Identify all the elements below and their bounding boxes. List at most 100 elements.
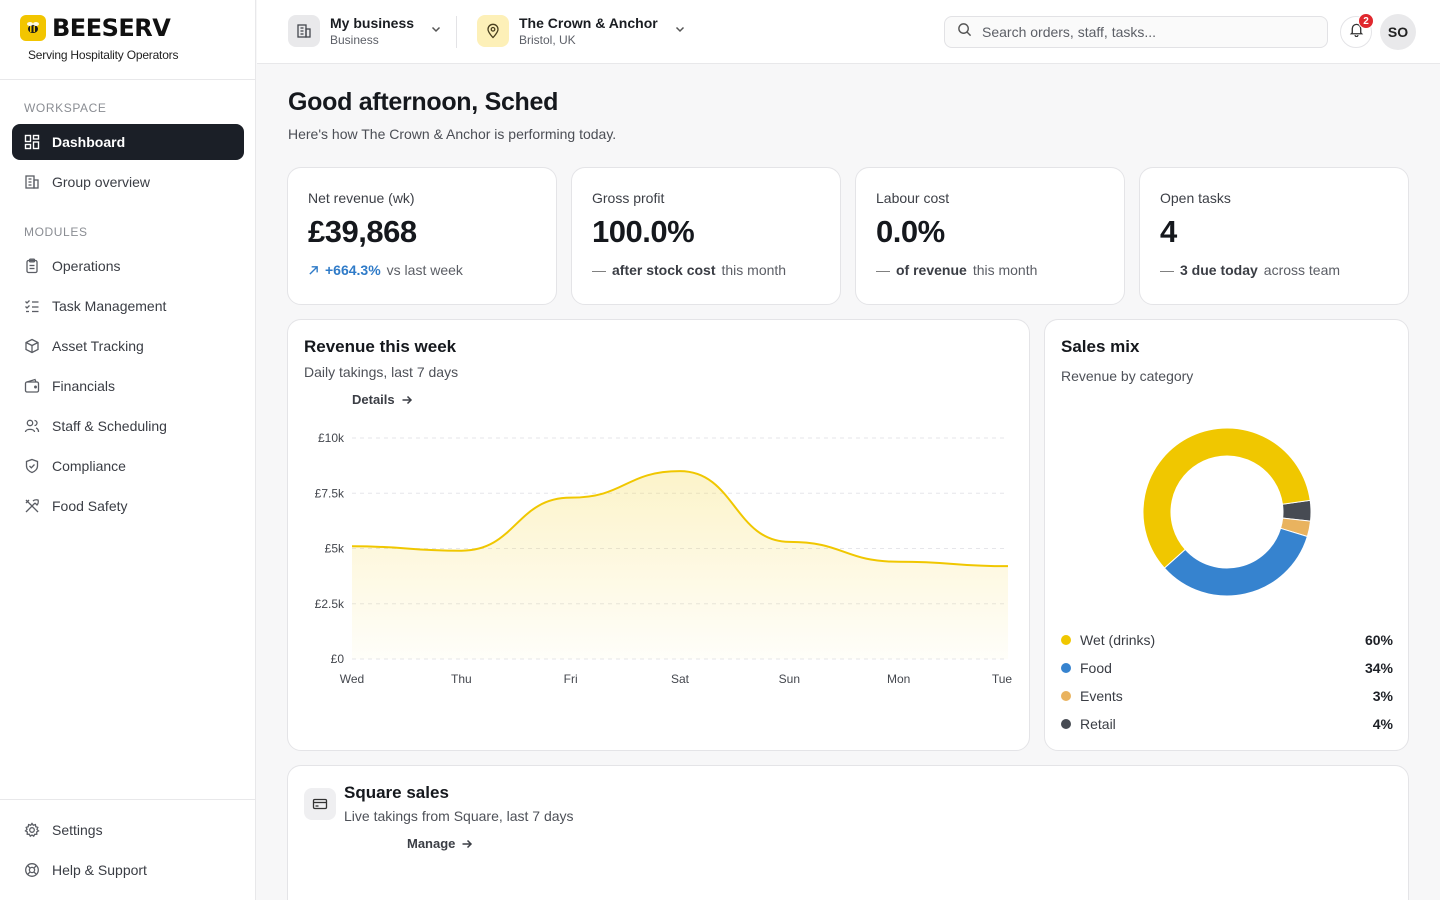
dash-icon: — bbox=[1160, 262, 1174, 278]
legend-item-events: Events 3% bbox=[1061, 688, 1393, 704]
donut-slice-food[interactable] bbox=[1163, 527, 1308, 597]
page-title: Good afternoon, Sched bbox=[288, 88, 559, 116]
page-subtitle: Here's how The Crown & Anchor is perform… bbox=[288, 126, 617, 142]
donut-slice-wet-drinks[interactable] bbox=[1142, 427, 1311, 569]
legend-label: Wet (drinks) bbox=[1080, 632, 1156, 648]
x-tick-label: Sun bbox=[779, 672, 800, 686]
bee-logo-icon bbox=[20, 15, 46, 41]
kpi-label: Gross profit bbox=[592, 190, 665, 206]
sidebar: BEESERV Serving Hospitality Operators WO… bbox=[0, 0, 256, 900]
card-subtitle: Daily takings, last 7 days bbox=[304, 364, 459, 380]
box-icon bbox=[24, 338, 40, 354]
user-avatar[interactable]: SO bbox=[1380, 14, 1416, 50]
sidebar-footer bbox=[0, 799, 256, 900]
y-tick-label: £7.5k bbox=[315, 486, 345, 500]
checklist-icon bbox=[24, 298, 40, 314]
sidebar-item-label: Food Safety bbox=[52, 498, 128, 514]
header-divider bbox=[456, 16, 457, 48]
kpi-detail: 3 due today bbox=[1180, 262, 1258, 278]
credit-card-icon bbox=[304, 788, 336, 820]
top-header: My business Business The Crown & Anchor … bbox=[257, 0, 1440, 64]
details-button[interactable]: Details bbox=[352, 392, 413, 407]
y-tick-label: £5k bbox=[325, 542, 345, 556]
sidebar-item-label: Asset Tracking bbox=[52, 338, 144, 354]
y-tick-label: £0 bbox=[331, 652, 345, 666]
x-tick-label: Tue bbox=[992, 672, 1013, 686]
business-type: Business bbox=[330, 33, 379, 47]
kpi-detail: of revenue bbox=[896, 262, 967, 278]
brand-tagline: Serving Hospitality Operators bbox=[28, 48, 179, 62]
users-icon bbox=[24, 418, 40, 434]
legend-swatch bbox=[1061, 719, 1071, 729]
manage-label: Manage bbox=[407, 836, 456, 851]
kpi-value: 0.0% bbox=[876, 214, 945, 249]
kpi-delta: +664.3% bbox=[325, 262, 381, 278]
shield-check-icon bbox=[24, 458, 40, 474]
venue-switcher[interactable]: The Crown & Anchor Bristol, UK bbox=[477, 14, 686, 48]
x-tick-label: Fri bbox=[564, 672, 578, 686]
dash-icon: — bbox=[876, 262, 890, 278]
sidebar-item-asset-tracking[interactable]: Asset Tracking bbox=[12, 328, 244, 364]
kpi-note: this month bbox=[972, 262, 1038, 278]
kpi-detail: after stock cost bbox=[612, 262, 716, 278]
legend-swatch bbox=[1061, 663, 1071, 673]
building-icon bbox=[24, 174, 40, 190]
building-icon bbox=[288, 15, 320, 47]
sidebar-item-group-overview[interactable]: Group overview bbox=[12, 164, 244, 200]
kpi-card-gross-profit[interactable]: Gross profit 100.0% — after stock cost t… bbox=[571, 167, 841, 305]
sidebar-item-label: Compliance bbox=[52, 458, 126, 474]
sidebar-item-help-support[interactable]: Help & Support bbox=[12, 852, 244, 888]
kpi-value: £39,868 bbox=[308, 214, 417, 249]
kpi-note: this month bbox=[721, 262, 787, 278]
dash-icon: — bbox=[592, 262, 606, 278]
legend-swatch bbox=[1061, 635, 1071, 645]
x-tick-label: Mon bbox=[887, 672, 910, 686]
sidebar-item-compliance[interactable]: Compliance bbox=[12, 448, 244, 484]
x-tick-label: Thu bbox=[451, 672, 472, 686]
kpi-card-labour-cost[interactable]: Labour cost 0.0% — of revenue this month bbox=[855, 167, 1125, 305]
search-bar[interactable] bbox=[944, 16, 1328, 48]
sidebar-item-task-management[interactable]: Task Management bbox=[12, 288, 244, 324]
lifebuoy-icon bbox=[24, 862, 40, 878]
sales-mix-card: Sales mix Revenue by category Wet (drink… bbox=[1044, 319, 1409, 751]
sidebar-item-settings[interactable]: Settings bbox=[12, 812, 244, 848]
revenue-area-chart: £0 £2.5k £5k £7.5k £10k Wed Thu Fri Sat Sun Mon Tue bbox=[315, 431, 1013, 686]
manage-button[interactable]: Manage bbox=[407, 836, 473, 851]
legend-item-food: Food 34% bbox=[1061, 660, 1393, 676]
kpi-label: Open tasks bbox=[1160, 190, 1231, 206]
sidebar-item-dashboard[interactable]: Dashboard bbox=[12, 124, 244, 160]
sidebar-item-operations[interactable]: Operations bbox=[12, 248, 244, 284]
legend-label: Events bbox=[1080, 688, 1123, 704]
legend-value: 60% bbox=[1364, 632, 1393, 648]
sidebar-item-label: Task Management bbox=[52, 298, 167, 314]
kpi-value: 100.0% bbox=[592, 214, 695, 249]
utensils-icon bbox=[24, 498, 40, 514]
kpi-card-open-tasks[interactable]: Open tasks 4 — 3 due today across team bbox=[1139, 167, 1409, 305]
sidebar-item-food-safety[interactable]: Food Safety bbox=[12, 488, 244, 524]
sidebar-item-label: Settings bbox=[52, 822, 103, 838]
card-subtitle: Revenue by category bbox=[1061, 368, 1194, 384]
card-title: Square sales bbox=[344, 783, 449, 802]
sales-mix-donut-chart bbox=[1142, 427, 1312, 597]
gear-icon bbox=[24, 822, 40, 838]
series-line bbox=[351, 470, 1009, 568]
kpi-label: Labour cost bbox=[876, 190, 950, 206]
business-name: My business bbox=[330, 15, 415, 31]
arrow-right-icon bbox=[461, 838, 473, 850]
kpi-label: Net revenue (wk) bbox=[308, 190, 415, 206]
venue-name: The Crown & Anchor bbox=[519, 15, 658, 31]
chevron-down-icon bbox=[674, 22, 686, 40]
trend-up-icon bbox=[308, 265, 319, 276]
search-icon bbox=[957, 22, 972, 42]
map-pin-icon bbox=[477, 15, 509, 47]
search-input[interactable] bbox=[982, 24, 1312, 40]
sidebar-item-staff-scheduling[interactable]: Staff & Scheduling bbox=[12, 408, 244, 444]
square-sales-card: Square sales Live takings from Square, l… bbox=[287, 765, 1409, 900]
business-switcher[interactable]: My business Business bbox=[288, 14, 442, 48]
y-tick-label: £2.5k bbox=[315, 597, 345, 611]
kpi-note: vs last week bbox=[386, 262, 463, 278]
sidebar-item-financials[interactable]: Financials bbox=[12, 368, 244, 404]
kpi-card-net-revenue[interactable]: Net revenue (wk) £39,868 +664.3% vs last… bbox=[287, 167, 557, 305]
clipboard-icon bbox=[24, 258, 40, 274]
sidebar-item-label: Staff & Scheduling bbox=[52, 418, 167, 434]
